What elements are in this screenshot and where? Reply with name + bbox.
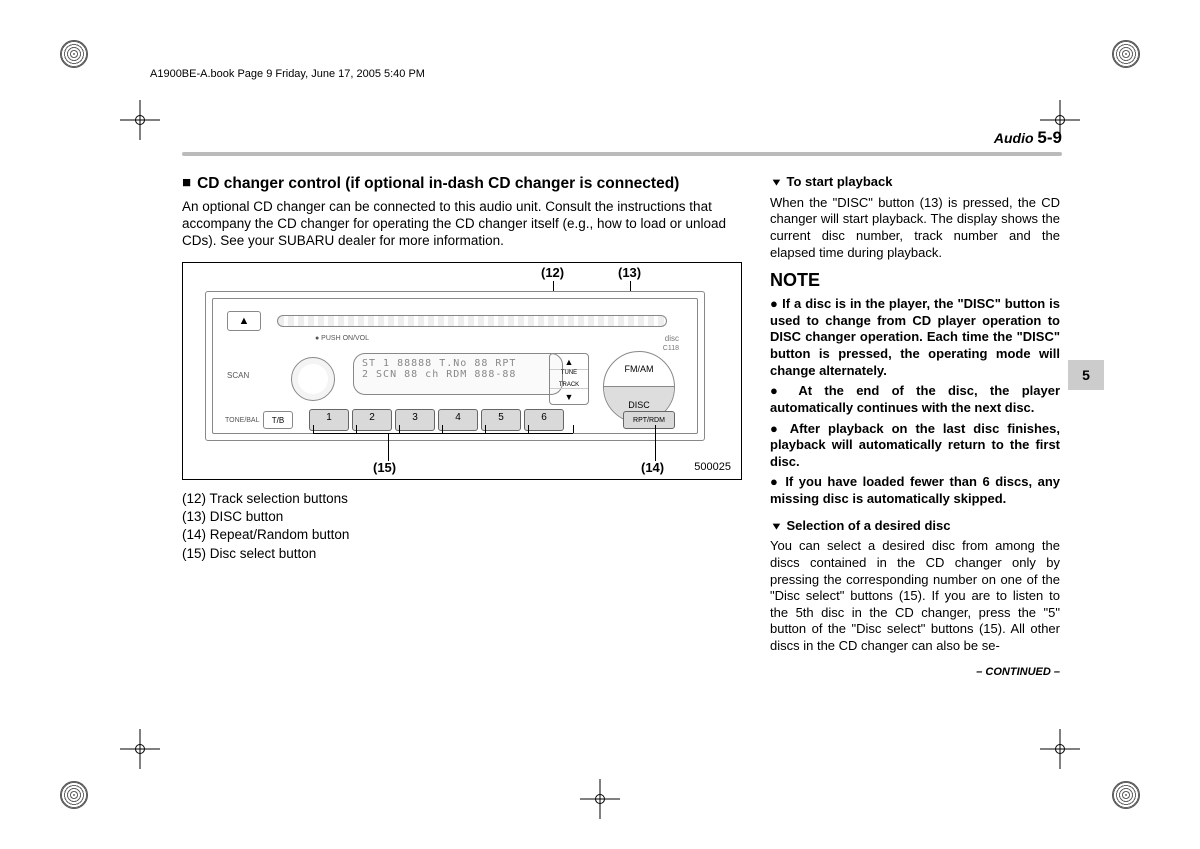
preset-buttons: 1 2 3 4 5 6 — [309, 409, 564, 431]
tune-down: ▼ — [550, 389, 588, 404]
crop-mark — [580, 779, 620, 819]
triangle-icon: ▼ — [770, 176, 783, 189]
registration-mark — [60, 40, 88, 68]
eject-button: ▲ — [227, 311, 261, 331]
registration-mark — [60, 781, 88, 809]
registration-mark — [1112, 40, 1140, 68]
rpt-rdm-button: RPT/RDM — [623, 411, 675, 429]
page-header: Audio 5-9 — [182, 128, 1062, 152]
callout-line — [399, 425, 400, 433]
callout-line — [313, 425, 314, 433]
preset-2: 2 — [352, 409, 392, 431]
callout-line — [313, 433, 573, 434]
preset-1: 1 — [309, 409, 349, 431]
preset-3: 3 — [395, 409, 435, 431]
callout-line — [356, 425, 357, 433]
tune-track-buttons: ▲ TUNE TRACK ▼ — [549, 353, 589, 405]
section-heading: ■ CD changer control (if optional in-das… — [182, 174, 742, 193]
chapter-tab: 5 — [1068, 360, 1104, 390]
lcd-line1: ST 1 88888 T.No 88 RPT — [362, 358, 554, 369]
legend-15: (15) Disc select button — [182, 545, 742, 563]
callout-line — [485, 425, 486, 433]
subheading-text: Selection of a desired disc — [787, 518, 951, 533]
note-item: ● At the end of the disc, the player aut… — [770, 383, 1060, 416]
radio-figure: (12) (13) ▲ ● PUSH ON/VOL disc C118 SCAN… — [182, 262, 742, 480]
lcd-line2: 2 SCN 88 ch RDM 888-88 — [362, 369, 554, 380]
callout-line — [388, 433, 389, 461]
crop-mark — [120, 729, 160, 769]
legend-12: (12) Track selection buttons — [182, 490, 742, 508]
preset-4: 4 — [438, 409, 478, 431]
callout-line — [528, 425, 529, 433]
legend-14: (14) Repeat/Random button — [182, 526, 742, 544]
callout-15: (15) — [373, 460, 396, 475]
right-column: ▼ To start playback When the "DISC" butt… — [770, 174, 1060, 679]
selection-paragraph: You can select a desired disc from among… — [770, 538, 1060, 654]
book-header-line: A1900BE-A.book Page 9 Friday, June 17, 2… — [150, 68, 425, 80]
registration-mark — [1112, 781, 1140, 809]
radio-faceplate: ▲ ● PUSH ON/VOL disc C118 SCAN TONE/BAL … — [212, 298, 698, 434]
compact-disc-icon: disc — [665, 334, 679, 343]
scan-label: SCAN — [227, 371, 249, 380]
note-item: ● If a disc is in the player, the "DISC"… — [770, 296, 1060, 379]
subheading-text: To start playback — [787, 174, 893, 189]
section-intro: An optional CD changer can be connected … — [182, 199, 742, 250]
figure-id: 500025 — [694, 461, 731, 473]
tone-bal-label: TONE/BAL — [225, 417, 260, 424]
model-label: C118 — [663, 345, 679, 352]
section-title: CD changer control (if optional in-dash … — [197, 174, 679, 193]
header-rule — [182, 152, 1062, 156]
callout-13: (13) — [618, 265, 641, 280]
crop-mark — [120, 100, 160, 140]
push-on-vol-label: ● PUSH ON/VOL — [315, 335, 369, 342]
crop-mark — [1040, 729, 1080, 769]
callout-line — [442, 425, 443, 433]
square-bullet-icon: ■ — [182, 174, 191, 193]
note-heading: NOTE — [770, 269, 1060, 292]
callout-12: (12) — [541, 265, 564, 280]
note-item: ● After playback on the last disc finish… — [770, 421, 1060, 471]
volume-knob — [291, 357, 335, 401]
section-label: Audio — [994, 130, 1034, 146]
subheading-selection: ▼ Selection of a desired disc — [770, 518, 1060, 535]
callout-line — [655, 425, 656, 461]
callout-line — [573, 425, 574, 433]
legend-13: (13) DISC button — [182, 508, 742, 526]
playback-paragraph: When the "DISC" button (13) is pressed, … — [770, 195, 1060, 262]
page-number: 5-9 — [1037, 128, 1062, 147]
cd-slot — [277, 315, 667, 327]
tune-track-label: TUNE TRACK — [550, 370, 588, 389]
triangle-icon: ▼ — [770, 519, 783, 532]
callout-14: (14) — [641, 460, 664, 475]
page-content: Audio 5-9 ■ CD changer control (if optio… — [182, 128, 1062, 679]
radio-unit-diagram: ▲ ● PUSH ON/VOL disc C118 SCAN TONE/BAL … — [205, 291, 705, 441]
note-list: ● If a disc is in the player, the "DISC"… — [770, 296, 1060, 508]
subheading-playback: ▼ To start playback — [770, 174, 1060, 191]
figure-legend: (12) Track selection buttons (13) DISC b… — [182, 490, 742, 563]
note-item: ● If you have loaded fewer than 6 discs,… — [770, 474, 1060, 507]
fmam-button: FM/AM — [604, 352, 674, 387]
continued-label: – CONTINUED – — [770, 665, 1060, 679]
preset-6: 6 — [524, 409, 564, 431]
preset-5: 5 — [481, 409, 521, 431]
tb-button: T/B — [263, 411, 293, 429]
lcd-display: ST 1 88888 T.No 88 RPT 2 SCN 88 ch RDM 8… — [353, 353, 563, 395]
tune-up: ▲ — [550, 354, 588, 370]
